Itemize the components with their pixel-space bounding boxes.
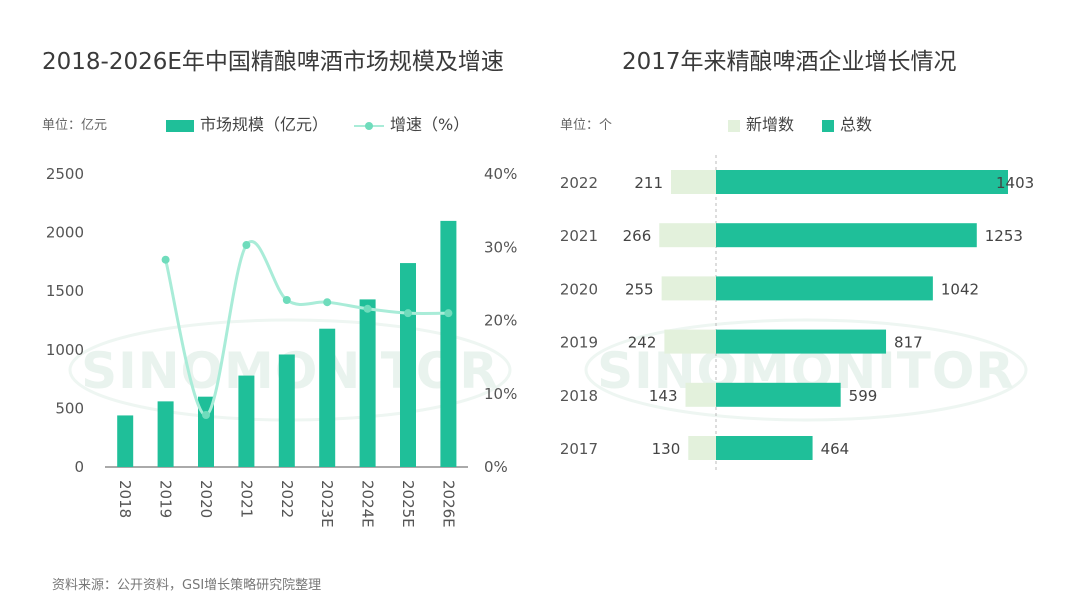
total-count-bar <box>716 382 841 407</box>
market-size-bar <box>117 415 134 467</box>
legend-total-swatch <box>822 119 834 132</box>
legend-total-count-label: 总数 <box>840 115 873 134</box>
total-count-label: 1403 <box>996 174 1034 192</box>
new-count-bar <box>685 382 716 407</box>
year-label: 2019 <box>560 334 598 352</box>
market-size-bar <box>359 299 376 467</box>
growth-rate-point <box>282 295 291 304</box>
right-y-tick-label: 0% <box>484 458 508 476</box>
total-count-bar <box>716 436 813 460</box>
market-size-bar <box>238 375 255 467</box>
legend-new-swatch <box>728 119 740 132</box>
left-unit-label: 单位：亿元 <box>42 118 108 133</box>
x-category-label: 2022 <box>278 480 296 518</box>
total-count-label: 1042 <box>941 280 979 298</box>
watermark-ring <box>584 318 1028 422</box>
growth-rate-point <box>404 309 412 318</box>
left-y-tick-label: 2000 <box>46 224 84 242</box>
x-category-label: 2025E <box>399 480 417 528</box>
new-count-bar <box>671 170 716 194</box>
x-category-label: 2020 <box>197 480 215 518</box>
year-label: 2022 <box>560 174 598 192</box>
new-count-bar <box>659 223 716 248</box>
total-count-label: 464 <box>821 440 850 458</box>
market-size-bar <box>400 263 416 467</box>
x-category-label: 2021 <box>237 480 255 518</box>
right-unit-label: 单位：个 <box>560 118 613 133</box>
growth-rate-point <box>202 410 210 419</box>
new-count-label: 266 <box>623 227 652 245</box>
new-count-label: 242 <box>628 334 657 352</box>
right-y-tick-label: 10% <box>484 385 517 403</box>
market-size-bar <box>198 396 214 467</box>
year-label: 2021 <box>560 227 598 245</box>
right-y-tick-label: 40% <box>484 165 517 183</box>
left-y-tick-label: 2500 <box>46 165 84 183</box>
legend-new-count-label: 新增数 <box>746 115 795 134</box>
year-label: 2020 <box>560 280 598 298</box>
new-count-label: 130 <box>652 440 681 458</box>
left-chart-title: 2018-2026E年中国精酿啤酒市场规模及增速 <box>42 49 504 75</box>
growth-rate-point <box>363 304 372 313</box>
growth-rate-point <box>444 309 453 318</box>
legend-market-size-label: 市场规模（亿元） <box>200 115 329 134</box>
source-note: 资料来源：公开资料，GSI增长策略研究院整理 <box>52 578 322 593</box>
year-label: 2017 <box>560 440 598 458</box>
new-count-bar <box>664 329 716 354</box>
new-count-bar <box>661 276 716 301</box>
right-chart: 2022 211 1403 2021 266 1253 2020 255 1042 2019 242… <box>560 155 1034 470</box>
new-count-bar <box>688 436 716 460</box>
legend-bar-swatch <box>166 119 194 132</box>
growth-rate-point <box>161 255 170 264</box>
legend-line-swatch <box>354 120 384 132</box>
market-size-bar <box>157 401 174 467</box>
total-count-bar <box>716 223 977 248</box>
year-label: 2018 <box>560 387 598 405</box>
x-category-label: 2019 <box>157 480 175 518</box>
market-size-bar <box>319 328 336 467</box>
total-count-bar <box>716 276 933 301</box>
total-count-label: 599 <box>849 387 878 405</box>
legend-growth-rate: 增速（%） <box>354 111 469 135</box>
legend-market-size: 市场规模（亿元） <box>166 111 328 135</box>
x-category-label: 2018 <box>116 480 134 518</box>
left-y-tick-label: 0 <box>74 458 84 476</box>
left-y-tick-label: 500 <box>55 399 84 417</box>
right-y-tick-label: 30% <box>484 238 517 256</box>
right-y-tick-label: 20% <box>484 312 517 330</box>
growth-rate-point <box>242 241 251 250</box>
market-size-bar <box>278 354 295 467</box>
growth-rate-point <box>323 298 332 307</box>
x-category-label: 2026E <box>439 480 457 528</box>
legend-new-count: 新增数 <box>728 111 794 135</box>
total-count-bar <box>716 170 1008 194</box>
left-y-tick-label: 1000 <box>46 341 84 359</box>
total-count-label: 1253 <box>985 227 1023 245</box>
new-count-label: 143 <box>649 387 678 405</box>
new-count-label: 211 <box>634 174 663 192</box>
x-category-label: 2024E <box>359 480 377 528</box>
legend-total-count: 总数 <box>822 111 872 135</box>
left-chart: 0 500 1000 1500 2000 2500 0% 10% 20% 30% 40% 2018 20… <box>46 165 518 528</box>
legend-growth-rate-label: 增速（%） <box>390 115 470 134</box>
total-count-label: 817 <box>894 334 923 352</box>
right-chart-title: 2017年来精酿啤酒企业增长情况 <box>622 49 957 75</box>
left-y-tick-label: 1500 <box>46 282 84 300</box>
market-size-bar <box>440 220 457 467</box>
total-count-bar <box>716 329 887 354</box>
x-category-label: 2023E <box>318 480 336 528</box>
new-count-label: 255 <box>625 280 654 298</box>
